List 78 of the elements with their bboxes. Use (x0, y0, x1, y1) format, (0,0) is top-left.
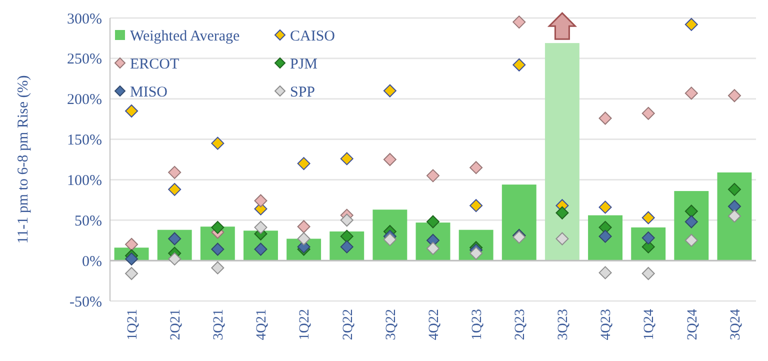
x-tick-label: 1Q22 (298, 309, 313, 340)
point (684, 204, 698, 218)
point (426, 169, 440, 182)
point (211, 220, 224, 234)
y-tick-label: 200% (67, 92, 102, 108)
x-tick-label: 4Q21 (254, 309, 270, 340)
point (340, 152, 354, 166)
point (598, 112, 612, 125)
legend-label: SPP (290, 84, 316, 100)
point (383, 153, 396, 166)
legend-label: PJM (290, 56, 318, 72)
legend-label: CAISO (290, 28, 336, 44)
point (598, 200, 612, 214)
point (556, 232, 569, 246)
bar (717, 172, 752, 261)
point (684, 215, 698, 228)
point (728, 210, 741, 223)
point (211, 261, 224, 274)
bar (544, 43, 580, 261)
point (642, 267, 655, 280)
point (211, 136, 224, 150)
point (168, 252, 182, 266)
x-tick-label: 2Q22 (340, 309, 356, 340)
legend-label: Weighted Average (130, 28, 240, 44)
x-tick-label: 3Q21 (212, 309, 227, 340)
point (168, 166, 182, 179)
point (512, 16, 526, 29)
point (297, 232, 310, 246)
x-tick-label: 3Q22 (384, 309, 399, 340)
x-tick-label: 3Q24 (728, 309, 744, 340)
point (728, 200, 741, 213)
point (297, 157, 310, 170)
point (426, 215, 440, 228)
point (168, 182, 182, 196)
point (254, 220, 268, 234)
point (728, 89, 741, 102)
legend-label: ERCOT (130, 56, 180, 72)
point (556, 206, 569, 220)
y-tick-label: -50% (70, 294, 102, 310)
point (470, 161, 483, 174)
x-tick-label: 1Q23 (470, 309, 485, 340)
x-tick-label: 3Q23 (556, 309, 572, 340)
point (254, 194, 268, 208)
x-tick-label: 2Q21 (168, 309, 184, 340)
y-tick-label: 250% (67, 52, 102, 68)
bar (502, 184, 536, 261)
legend-label: MISO (130, 84, 168, 100)
point (383, 84, 396, 98)
point (728, 182, 741, 196)
point (642, 106, 655, 120)
point (340, 230, 354, 243)
point (470, 246, 483, 260)
x-tick-label: 1Q24 (642, 309, 658, 340)
point (470, 199, 483, 212)
point (297, 220, 310, 234)
point (125, 267, 138, 280)
point (598, 266, 612, 280)
y-tick-label: 50% (74, 213, 102, 230)
point (684, 234, 698, 247)
point (684, 18, 698, 31)
point (125, 252, 138, 266)
point (512, 58, 526, 72)
y-axis-title: 11-1 pm to 6-8 pm Rise (%) (15, 75, 32, 244)
point (340, 214, 354, 227)
point (125, 104, 138, 118)
y-tick-label: 0% (82, 254, 102, 270)
point (684, 86, 698, 100)
x-tick-label: 2Q23 (513, 309, 528, 340)
point (642, 211, 655, 224)
x-tick-label: 4Q23 (599, 309, 614, 340)
x-tick-label: 2Q24 (685, 309, 700, 340)
point (125, 238, 138, 251)
point (426, 242, 440, 255)
y-tick-label: 150% (67, 132, 102, 149)
x-tick-label: 1Q21 (125, 309, 140, 340)
x-tick-label: 4Q22 (426, 309, 442, 340)
y-tick-label: 100% (67, 172, 102, 189)
y-tick-label: 300% (67, 11, 102, 28)
